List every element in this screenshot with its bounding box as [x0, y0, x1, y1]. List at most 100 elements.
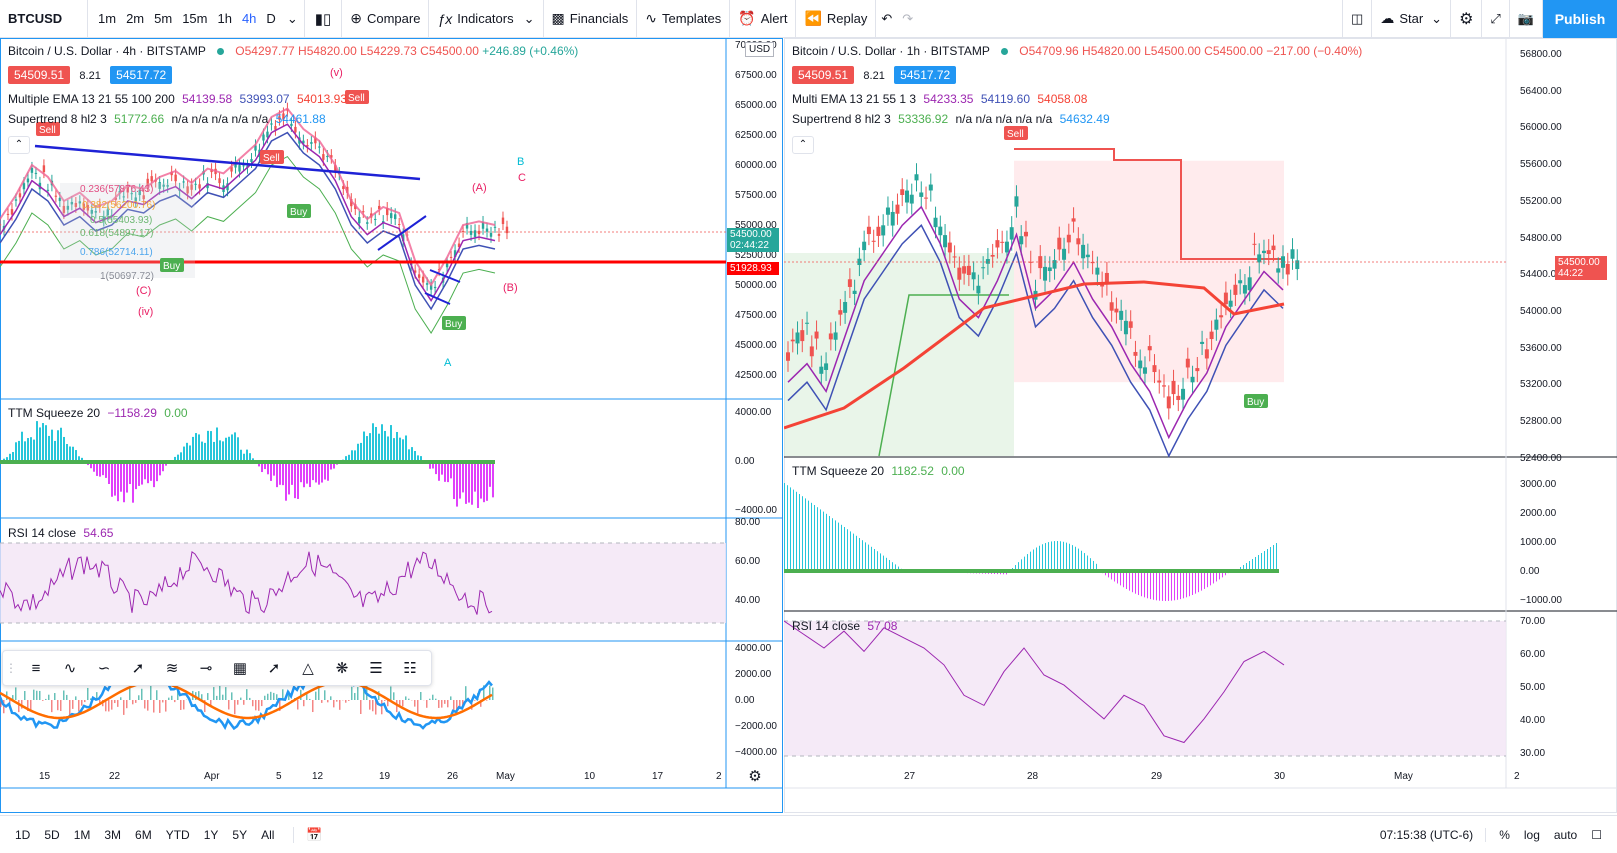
abc-pattern-icon[interactable]: ∽: [97, 660, 111, 677]
ttm-bar: [72, 446, 74, 462]
alert-button[interactable]: ⏰ Alert: [730, 0, 797, 38]
candle-body: [26, 178, 30, 183]
macd-bar: [39, 690, 41, 700]
replay-button[interactable]: ⏪ Replay: [796, 0, 877, 38]
range-1m[interactable]: 1M: [73, 827, 91, 842]
camera-icon: 📷: [1517, 10, 1534, 26]
chart-settings-gear-icon[interactable]: ⚙: [748, 768, 762, 785]
horizontal-ray-icon[interactable]: ⊸: [199, 660, 213, 677]
layout-button[interactable]: ◫: [1342, 0, 1373, 38]
macd-bar: [267, 693, 269, 700]
right-supertrend-legend[interactable]: Supertrend 8 hl2 3 53336.92 n/a n/a n/a …: [792, 112, 1110, 126]
collapse-legend-button[interactable]: ⌃: [792, 136, 814, 154]
channel-icon[interactable]: ☰: [369, 660, 383, 677]
fullscreen-pane-icon[interactable]: ☐: [1591, 827, 1602, 842]
range-5y[interactable]: 5Y: [232, 827, 248, 842]
date-range-icon[interactable]: ▦: [232, 660, 248, 677]
ttm-bar: [75, 450, 77, 462]
right-ttm-legend[interactable]: TTM Squeeze 20 1182.52 0.00: [792, 464, 965, 478]
buy-price-button[interactable]: 54517.72: [894, 66, 957, 84]
candle-body: [857, 258, 862, 266]
ttm-bar: [868, 544, 869, 571]
currency-label[interactable]: USD: [745, 42, 775, 57]
date-range-calendar-icon[interactable]: 📅: [293, 826, 329, 843]
macd-bar: [138, 695, 140, 700]
macd-bar: [390, 686, 392, 700]
sell-price-button[interactable]: 54509.51: [8, 66, 71, 84]
drawing-toolbar[interactable]: ⋮ ≡ ∿ ∽ ➚ ≋ ⊸ ▦ ➚ △ ❋ ☰ ☷: [2, 650, 432, 686]
pattern-icon[interactable]: △: [302, 660, 314, 677]
buy-price-button[interactable]: 54517.72: [110, 66, 173, 84]
timezone-clock[interactable]: 07:15:38 (UTC-6): [1373, 827, 1487, 842]
star-button[interactable]: ☁ Star ⌄: [1372, 0, 1452, 38]
right-symbol-title[interactable]: Bitcoin / U.S. Dollar · 1h · BITSTAMP: [792, 44, 990, 58]
settings-button[interactable]: ⚙: [1451, 0, 1483, 38]
interval-d[interactable]: D: [261, 0, 280, 38]
fullscreen-button[interactable]: ⤢: [1482, 0, 1510, 38]
fib-retracement-icon[interactable]: ≡: [31, 659, 41, 677]
candle-body: [1128, 321, 1133, 328]
ttm-bar: [465, 462, 467, 504]
interval-dropdown[interactable]: ⌄: [281, 0, 305, 38]
left-rsi-legend[interactable]: RSI 14 close 54.65: [8, 526, 113, 540]
interval-2m[interactable]: 2m: [121, 0, 149, 38]
range-3m[interactable]: 3M: [104, 827, 122, 842]
range-6m[interactable]: 6M: [135, 827, 152, 842]
ttm-bar: [192, 436, 194, 462]
ttm-bar: [1153, 571, 1154, 600]
macd-bar: [219, 685, 221, 700]
symbol-search[interactable]: BTCUSD: [0, 0, 88, 38]
auto-scale-toggle[interactable]: auto: [1553, 827, 1578, 842]
undo-button[interactable]: ↶: [876, 0, 897, 38]
candle-body: [445, 263, 449, 268]
interval-1m[interactable]: 1m: [88, 0, 121, 38]
macd-bar: [42, 700, 44, 701]
line-icon[interactable]: ➚: [267, 660, 281, 677]
indicators-label: Indicators: [457, 11, 514, 26]
interval-15m[interactable]: 15m: [177, 0, 212, 38]
snapshot-button[interactable]: 📷: [1510, 0, 1543, 38]
macd-bar: [234, 700, 236, 715]
left-symbol-title[interactable]: Bitcoin / U.S. Dollar · 4h · BITSTAMP: [8, 44, 206, 58]
range-1d[interactable]: 1D: [15, 827, 31, 842]
range-ytd[interactable]: YTD: [165, 827, 190, 842]
compare-button[interactable]: ⊕ Compare: [342, 0, 430, 38]
indicators-button[interactable]: ƒx Indicators ⌄: [429, 0, 544, 38]
range-all[interactable]: All: [261, 827, 275, 842]
candle-body: [1271, 245, 1276, 251]
left-supertrend-legend[interactable]: Supertrend 8 hl2 3 51772.66 n/a n/a n/a …: [8, 112, 326, 126]
right-ema-legend[interactable]: Multi EMA 13 21 55 1 3 54233.35 54119.60…: [792, 92, 1087, 106]
left-chart-canvas[interactable]: (v) (iv) A BC (A) (B) (C) 0.236(57876.43) 0.382(…: [0, 38, 783, 813]
rsi-tick: 60.00: [735, 556, 761, 567]
collapse-legend-button[interactable]: ⌃: [8, 136, 30, 154]
range-5d[interactable]: 5D: [44, 827, 60, 842]
left-chart-pane[interactable]: [0, 38, 783, 813]
macd-bar: [228, 700, 230, 710]
candle-body: [429, 285, 433, 290]
publish-button[interactable]: Publish: [1543, 0, 1617, 38]
ttm-bar: [51, 429, 53, 462]
interval-5m[interactable]: 5m: [149, 0, 177, 38]
percent-scale-toggle[interactable]: %: [1499, 827, 1510, 842]
sell-price-button[interactable]: 54509.51: [792, 66, 855, 84]
left-ema-legend[interactable]: Multiple EMA 13 21 55 100 200 54139.58 5…: [8, 92, 347, 106]
redo-button[interactable]: ↷: [897, 0, 918, 38]
financials-button[interactable]: ▩ Financials: [544, 0, 638, 38]
chart-type-button[interactable]: ▮▯: [305, 0, 343, 38]
range-1y[interactable]: 1Y: [203, 827, 219, 842]
interval-4h[interactable]: 4h: [237, 0, 261, 38]
candle-body: [1252, 243, 1257, 245]
left-ttm-legend[interactable]: TTM Squeeze 20 −1158.29 0.00: [8, 406, 188, 420]
elliott-wave-icon[interactable]: ∿: [63, 660, 77, 677]
settings-lines-icon[interactable]: ☷: [403, 660, 417, 677]
trend-line-icon[interactable]: ➚: [131, 660, 145, 677]
interval-1h[interactable]: 1h: [212, 0, 236, 38]
templates-button[interactable]: ∿ Templates: [637, 0, 731, 38]
macd-bar: [141, 688, 143, 700]
right-rsi-legend[interactable]: RSI 14 close 57.08: [792, 619, 897, 633]
log-scale-toggle[interactable]: log: [1523, 827, 1540, 842]
right-chart-canvas[interactable]: Sell Buy: [784, 38, 1617, 813]
spiral-icon[interactable]: ❋: [335, 660, 349, 677]
drag-handle-icon[interactable]: ⋮: [5, 661, 17, 675]
fan-icon[interactable]: ≋: [165, 660, 179, 677]
